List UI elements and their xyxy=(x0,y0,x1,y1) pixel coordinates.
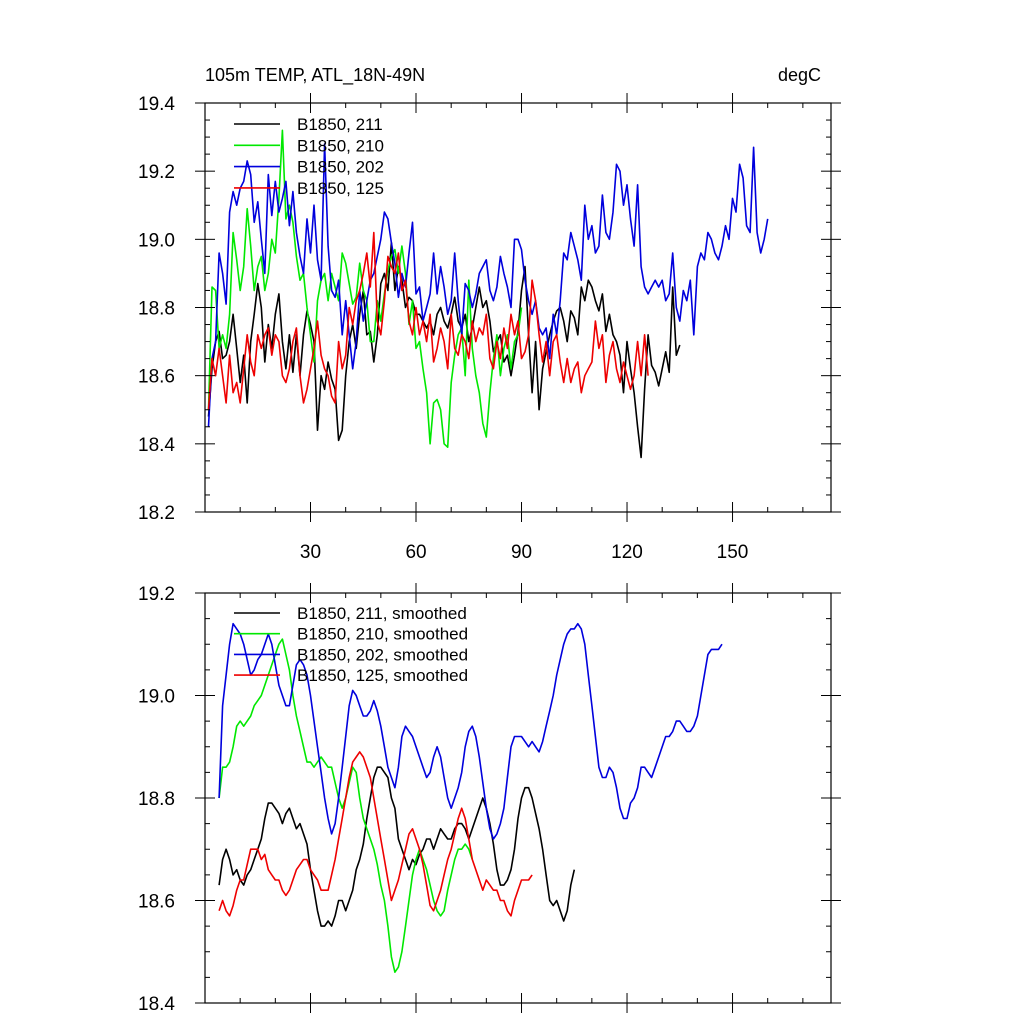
legend-label: B1850, 210, smoothed xyxy=(297,625,468,644)
legend-label: B1850, 210 xyxy=(297,136,384,155)
legend-label: B1850, 125 xyxy=(297,179,384,198)
series-line-3 xyxy=(207,143,769,427)
y-tick-label: 18.4 xyxy=(138,435,175,456)
series-line-1 xyxy=(218,766,576,927)
x-tick-label: 30 xyxy=(300,542,321,563)
y-tick-label: 18.6 xyxy=(138,367,175,388)
y-tick-label: 18.6 xyxy=(138,892,175,913)
y-tick-label: 18.8 xyxy=(138,299,175,320)
legend-label: B1850, 202 xyxy=(297,158,384,177)
series-line-4 xyxy=(218,751,533,917)
legend-label: B1850, 211 xyxy=(297,115,383,134)
y-tick-label: 19.2 xyxy=(138,584,175,605)
x-tick-label: 120 xyxy=(611,542,643,563)
x-tick-label: 90 xyxy=(511,542,532,563)
x-tick-label: 60 xyxy=(405,542,426,563)
series-line-1 xyxy=(207,241,681,459)
y-tick-label: 18.4 xyxy=(138,994,175,1015)
chart-title: 105m TEMP, ATL_18N-49N xyxy=(205,65,425,86)
series-line-4 xyxy=(207,231,649,410)
x-tick-label: 150 xyxy=(717,542,749,563)
series-line-2 xyxy=(207,129,523,449)
legend-label: B1850, 202, smoothed xyxy=(297,645,468,664)
legend-label: B1850, 125, smoothed xyxy=(297,666,468,685)
series-line-2 xyxy=(218,638,474,974)
bottom-panel: 18.4 18.6 18.8 19.0 19.2 B1850, 211, smoothed… xyxy=(138,583,841,1015)
y-tick-label: 19.0 xyxy=(138,687,175,708)
y-tick-label: 19.0 xyxy=(138,230,175,251)
top-panel: 30 60 90 120 150 18.2 18.4 18.6 18.8 19.0 19.2 19.4… xyxy=(138,65,841,563)
y-tick-label: 19.2 xyxy=(138,162,175,183)
y-tick-label: 18.8 xyxy=(138,789,175,810)
legend-label: B1850, 211, smoothed xyxy=(297,604,467,623)
y-tick-label: 19.4 xyxy=(138,94,175,115)
series-line-3 xyxy=(218,622,723,840)
y-tick-label: 18.2 xyxy=(138,503,175,524)
units-label: degC xyxy=(778,65,821,85)
